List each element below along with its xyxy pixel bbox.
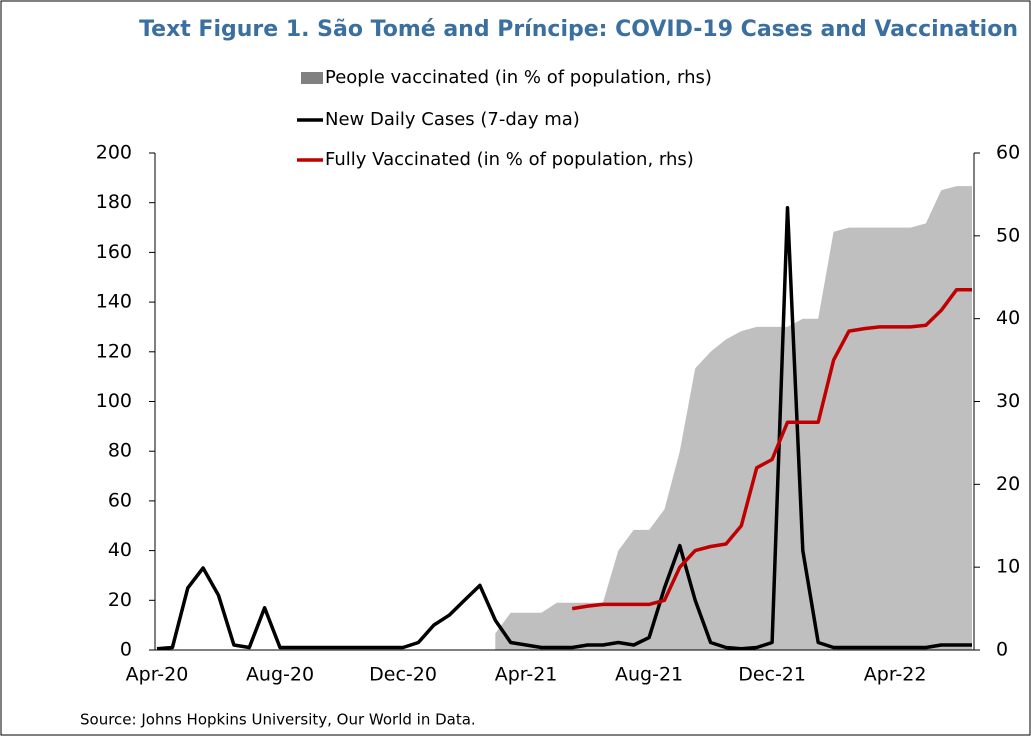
legend-label: New Daily Cases (7-day ma) — [325, 109, 580, 130]
source: Source: Johns Hopkins University, Our Wo… — [80, 711, 476, 729]
x-tick-label: Aug-20 — [246, 664, 314, 686]
legend-swatch — [301, 72, 323, 84]
y-tick-label: 0 — [120, 639, 132, 661]
y-tick-label: 160 — [96, 241, 132, 263]
y-tick-label: 80 — [108, 440, 132, 462]
y-tick-label: 180 — [96, 191, 132, 213]
y2-tick-label: 60 — [996, 142, 1020, 164]
legend-label: Fully Vaccinated (in % of population, rh… — [325, 149, 694, 170]
chart-title: Text Figure 1. São Tomé and Príncipe: CO… — [139, 17, 1018, 42]
y2-tick-label: 30 — [996, 390, 1020, 412]
x-tick-label: Dec-20 — [369, 664, 437, 686]
y2-tick-label: 50 — [996, 224, 1020, 246]
x-tick-label: Apr-20 — [126, 664, 189, 686]
x-tick-label: Aug-21 — [615, 664, 683, 686]
line — [156, 205, 972, 651]
y2-tick-label: 40 — [996, 307, 1020, 329]
y-tick-label: 140 — [96, 291, 132, 313]
y-tick-label: 40 — [108, 539, 132, 561]
x-tick-label: Apr-22 — [864, 664, 927, 686]
x-tick-label: Dec-21 — [738, 664, 806, 686]
y-tick-label: 100 — [96, 390, 132, 412]
y2-tick-label: 10 — [996, 556, 1020, 578]
x-tick-label: Apr-21 — [495, 664, 558, 686]
y2-tick-label: 0 — [996, 639, 1008, 661]
legend-label: People vaccinated (in % of population, r… — [325, 67, 712, 88]
area — [495, 186, 972, 650]
y-tick-label: 60 — [108, 489, 132, 511]
y2-tick-label: 20 — [996, 473, 1020, 495]
y-tick-label: 120 — [96, 340, 132, 362]
y-tick-label: 20 — [108, 589, 132, 611]
y-tick-label: 200 — [96, 142, 132, 164]
line — [571, 287, 972, 611]
